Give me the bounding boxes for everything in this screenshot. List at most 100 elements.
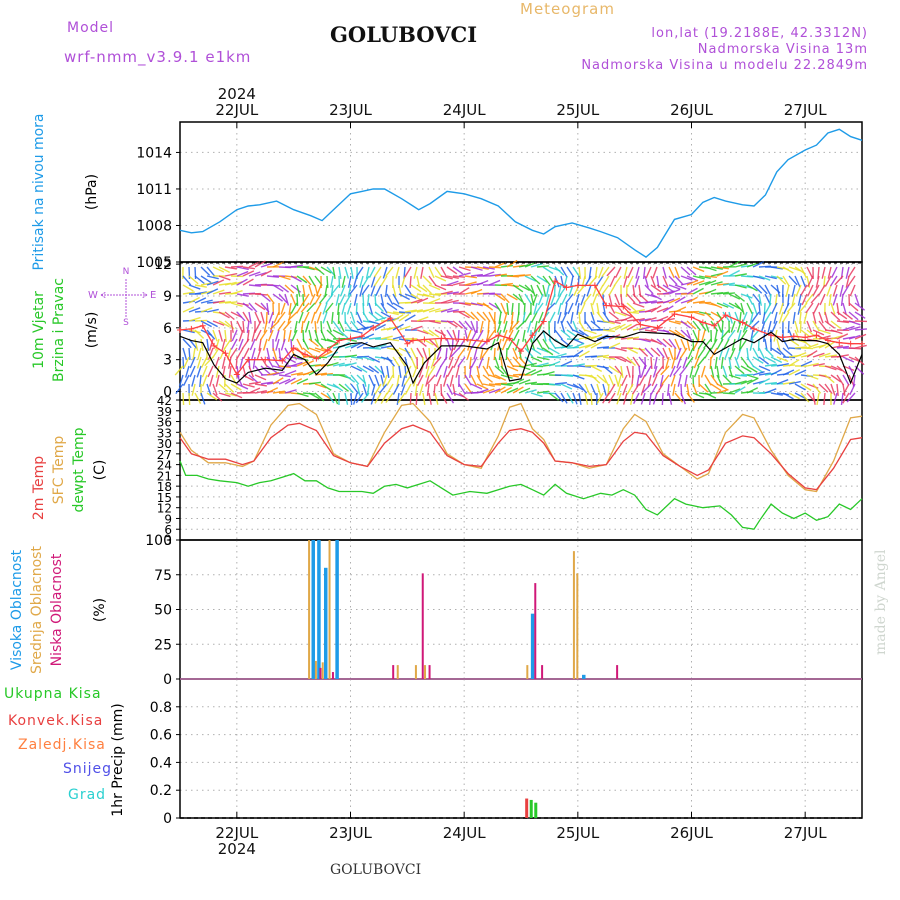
wind-barb <box>374 365 385 375</box>
wind-barb <box>782 347 793 357</box>
wind-barb <box>458 287 470 295</box>
wind-barb <box>287 311 298 321</box>
wind-barb <box>602 383 607 396</box>
wind-barb <box>830 344 843 349</box>
wind-barb <box>199 374 202 388</box>
wind-barb <box>395 266 400 279</box>
dewpt-line <box>179 460 863 530</box>
cloud-bar-1 <box>308 540 311 679</box>
wind-barb <box>812 363 825 367</box>
wind-barb <box>572 329 585 336</box>
wind-gust-marker <box>483 338 490 345</box>
wind-barb <box>212 392 223 402</box>
wind-barb <box>692 392 705 399</box>
wind-barb <box>298 311 304 324</box>
wind-barb <box>770 368 782 376</box>
wind-barb <box>812 329 825 336</box>
wind-gust-marker <box>739 319 746 326</box>
wind-barb <box>686 383 690 396</box>
wind-barb <box>800 347 814 350</box>
wind-barb <box>830 320 841 329</box>
wind-barb <box>848 356 861 363</box>
wind-barb <box>380 365 385 378</box>
wind-barb <box>518 284 530 292</box>
wind-barb <box>650 356 653 370</box>
wind-barb <box>453 338 460 351</box>
wind-gust-marker <box>722 312 729 319</box>
wind-barb <box>511 302 514 316</box>
wind-barb <box>638 338 651 343</box>
wind-barb <box>280 338 286 351</box>
wind-barb <box>422 307 435 313</box>
wind-barb <box>734 302 744 313</box>
wind-barb <box>272 365 285 370</box>
wind-barb <box>188 307 201 313</box>
wind-barb <box>608 374 615 387</box>
wind-barb <box>530 338 536 351</box>
wind-barb <box>758 378 771 385</box>
wind-barb <box>678 365 688 376</box>
wind-barb <box>590 374 601 384</box>
wind-barb <box>370 284 376 297</box>
wind-barb <box>464 320 474 331</box>
wind-barb <box>728 293 741 300</box>
wind-barb <box>422 392 426 405</box>
wind-barb <box>771 320 778 333</box>
wind-barb <box>596 374 607 384</box>
wind-barb <box>464 281 477 286</box>
wind-barb <box>750 329 760 340</box>
wind-barb <box>404 309 417 313</box>
wind-barb <box>338 320 345 333</box>
wind-barb <box>446 338 452 351</box>
wind-barb <box>221 356 226 369</box>
wind-barb <box>692 266 705 273</box>
wind-barb <box>653 356 658 369</box>
wind-barb <box>828 293 832 306</box>
wind-barb <box>481 347 490 359</box>
wind-barb <box>322 311 328 324</box>
wind-barb <box>620 311 633 318</box>
wind-barb <box>488 388 501 394</box>
wind-barb <box>526 320 532 333</box>
wind-barb <box>530 347 542 356</box>
wind-barb <box>188 296 200 304</box>
wind-barb <box>608 284 616 296</box>
wind-barb <box>824 374 835 384</box>
wind-barb <box>300 320 304 333</box>
wind-barb <box>524 389 537 394</box>
sfc-ylabel: SFC Temp <box>51 436 67 505</box>
wind-barb <box>314 266 325 276</box>
wind-barb <box>191 374 196 387</box>
wind-barb <box>254 260 266 268</box>
wind-gust-marker <box>751 325 758 332</box>
wind-barb <box>698 275 711 280</box>
wind-barb <box>308 381 321 385</box>
wind-barb <box>632 302 645 308</box>
wind-barb <box>638 326 651 331</box>
wind-barb <box>830 302 836 315</box>
wind-barb <box>686 392 695 403</box>
wind-barb <box>412 365 418 378</box>
wind-barb <box>266 347 271 360</box>
wind-barb <box>494 382 508 385</box>
wind-barb <box>476 365 481 378</box>
wind-barb <box>476 329 484 341</box>
wind-barb <box>607 392 616 404</box>
wind-barb <box>788 380 801 385</box>
wind-barb <box>201 365 208 378</box>
wind-barb <box>392 314 404 322</box>
wind-barb <box>385 266 394 277</box>
wind-barb <box>268 311 274 324</box>
wind-barb <box>692 329 699 342</box>
wind-barb <box>578 383 588 394</box>
wind-barb <box>671 356 676 369</box>
wind-barb <box>415 392 418 406</box>
wind-barb <box>368 336 381 340</box>
wind-barb <box>440 298 453 304</box>
wind-barb <box>746 356 755 368</box>
wind-barb <box>668 320 681 325</box>
wind-barb <box>758 347 766 360</box>
wind-barb <box>260 269 273 277</box>
wind-barb <box>554 293 562 305</box>
wind-barb <box>805 293 814 304</box>
